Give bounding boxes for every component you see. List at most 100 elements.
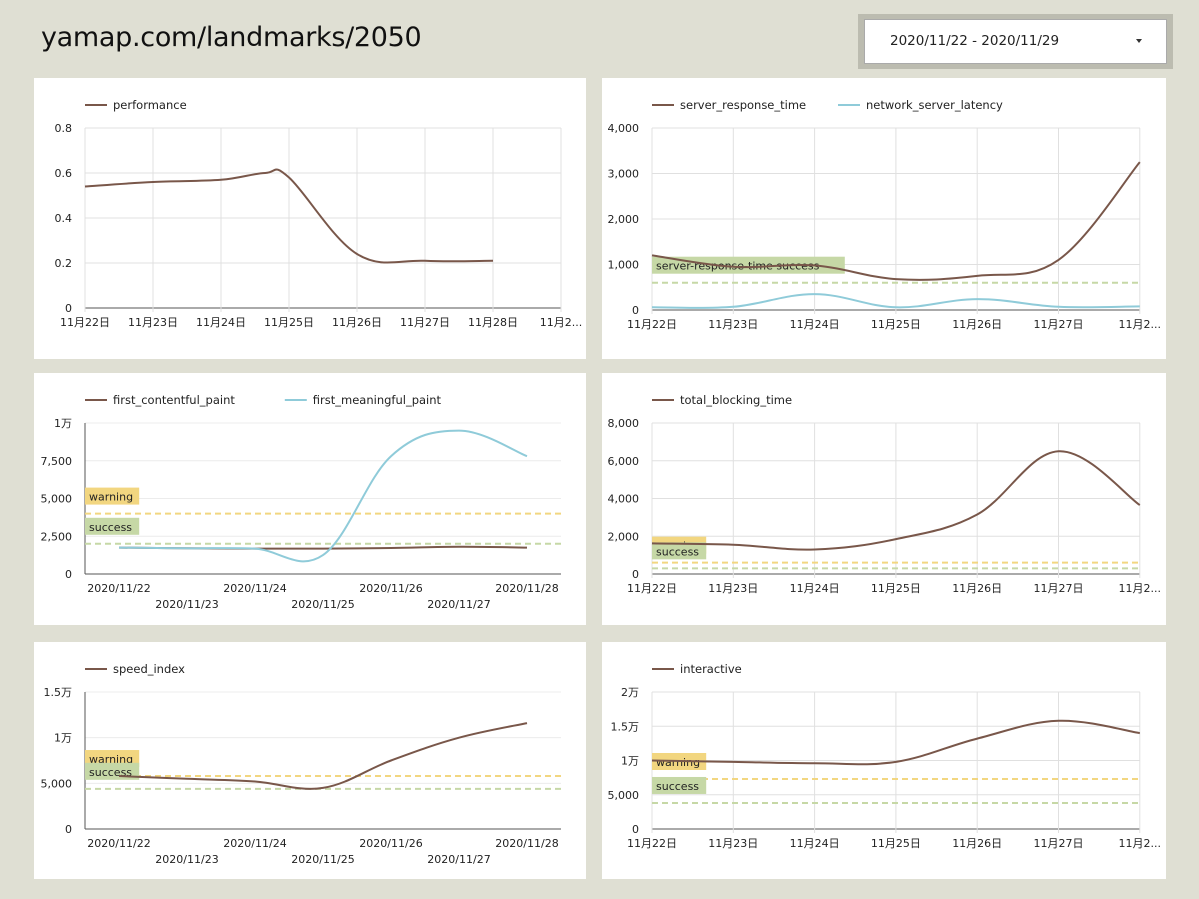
legend-label: performance bbox=[113, 98, 187, 112]
date-range-control: 2020/11/22 - 2020/11/29 bbox=[858, 14, 1173, 69]
threshold-badge bbox=[652, 776, 707, 794]
x-tick-label: 11月27日 bbox=[400, 316, 450, 329]
series-line-server_response_time bbox=[651, 161, 1141, 281]
chart-svg-paint: first_contentful_paint first_meaningful_p… bbox=[41, 393, 561, 611]
chart-svg-interactive: interactive 0 5,000 1万 1.5万 2万 11月22日 11月23日 11月… bbox=[608, 662, 1162, 850]
series-line-speed_index bbox=[118, 722, 528, 790]
threshold-label: warning bbox=[89, 753, 133, 766]
y-tick-label: 0 bbox=[65, 823, 72, 836]
x-tick-label: 2020/11/22 bbox=[87, 837, 150, 850]
performance-chart-panel: performance 0 0.2 0.4 0.6 0.8 11月22日 11月23日 11月2… bbox=[34, 78, 586, 359]
y-tick-label: 0 bbox=[632, 823, 639, 836]
threshold-label: success bbox=[656, 780, 699, 793]
x-tick-label: 11月25日 bbox=[264, 316, 314, 329]
x-tick-label: 2020/11/22 bbox=[87, 582, 150, 595]
y-tick-label: 5,000 bbox=[41, 493, 73, 506]
x-tick-label: 2020/11/26 bbox=[359, 582, 422, 595]
y-tick-label: 1万 bbox=[54, 417, 72, 430]
x-tick-label: 11月27日 bbox=[1034, 837, 1084, 850]
x-tick-label: 11月22日 bbox=[627, 837, 677, 850]
threshold-badge bbox=[85, 517, 140, 535]
x-tick-label: 2020/11/27 bbox=[427, 598, 490, 611]
dropdown-caret-icon[interactable] bbox=[1136, 39, 1142, 43]
y-tick-label: 0.8 bbox=[55, 122, 73, 135]
x-tick-label: 2020/11/23 bbox=[155, 853, 218, 866]
x-tick-label: 11月22日 bbox=[627, 318, 677, 331]
y-tick-label: 0.4 bbox=[55, 212, 73, 225]
y-tick-label: 5,000 bbox=[41, 777, 73, 790]
x-tick-label: 11月23日 bbox=[128, 316, 178, 329]
x-tick-label: 2020/11/25 bbox=[291, 598, 354, 611]
x-tick-label: 2020/11/28 bbox=[495, 582, 558, 595]
x-tick-label: 11月27日 bbox=[1034, 582, 1084, 595]
legend-label: speed_index bbox=[113, 662, 185, 676]
chart-svg-performance: performance 0 0.2 0.4 0.6 0.8 11月22日 11月23日 11月2… bbox=[55, 98, 583, 329]
x-tick-label: 11月23日 bbox=[708, 582, 758, 595]
series-line-interactive bbox=[651, 719, 1140, 766]
y-tick-label: 1万 bbox=[621, 755, 639, 768]
y-tick-label: 2,500 bbox=[41, 530, 73, 543]
x-tick-label: 11月2... bbox=[1119, 837, 1162, 850]
y-tick-label: 2,000 bbox=[608, 530, 640, 543]
x-tick-label: 11月26日 bbox=[952, 582, 1002, 595]
threshold-badge bbox=[85, 487, 140, 505]
x-tick-label: 11月24日 bbox=[790, 837, 840, 850]
y-tick-label: 2万 bbox=[621, 686, 639, 699]
y-tick-label: 7,500 bbox=[41, 455, 73, 468]
y-tick-label: 0 bbox=[65, 568, 72, 581]
x-tick-label: 11月25日 bbox=[871, 582, 921, 595]
x-tick-label: 11月24日 bbox=[196, 316, 246, 329]
total-blocking-time-chart-panel: total_blocking_time 0 2,000 4,000 6,000 8,000… bbox=[602, 373, 1166, 625]
x-tick-label: 11月25日 bbox=[871, 837, 921, 850]
x-tick-label: 2020/11/27 bbox=[427, 853, 490, 866]
chart-svg-server: server_response_time network_server_laten… bbox=[608, 98, 1162, 331]
x-tick-label: 11月24日 bbox=[790, 318, 840, 331]
y-tick-label: 0.6 bbox=[55, 167, 73, 180]
y-tick-label: 2,000 bbox=[608, 213, 640, 226]
y-tick-label: 0 bbox=[632, 568, 639, 581]
threshold-label: warning bbox=[89, 491, 133, 504]
series-line-network_server_latency bbox=[651, 293, 1140, 309]
x-tick-label: 11月26日 bbox=[952, 837, 1002, 850]
x-tick-label: 2020/11/26 bbox=[359, 837, 422, 850]
threshold-badge bbox=[85, 750, 140, 768]
y-tick-label: 1万 bbox=[54, 732, 72, 745]
y-tick-label: 4,000 bbox=[608, 122, 640, 135]
x-tick-label: 11月24日 bbox=[790, 582, 840, 595]
threshold-label: success bbox=[656, 545, 699, 558]
paint-chart-panel: first_contentful_paint first_meaningful_p… bbox=[34, 373, 586, 625]
chart-svg-speed: speed_index 0 5,000 1万 1.5万 2020/11/22 2020/11… bbox=[41, 662, 561, 866]
x-tick-label: 11月26日 bbox=[952, 318, 1002, 331]
x-tick-label: 11月22日 bbox=[627, 582, 677, 595]
y-tick-label: 0.2 bbox=[55, 257, 73, 270]
threshold-badge bbox=[652, 256, 845, 274]
y-tick-label: 1.5万 bbox=[611, 720, 640, 733]
x-tick-label: 2020/11/25 bbox=[291, 853, 354, 866]
y-tick-label: 6,000 bbox=[608, 455, 640, 468]
y-tick-label: 8,000 bbox=[608, 417, 640, 430]
x-tick-label: 11月23日 bbox=[708, 837, 758, 850]
legend-label: first_meaningful_paint bbox=[313, 393, 442, 407]
threshold-label: warning bbox=[656, 756, 700, 769]
y-tick-label: 3,000 bbox=[608, 168, 640, 181]
x-tick-label: 11月2... bbox=[540, 316, 583, 329]
y-tick-label: 5,000 bbox=[608, 789, 640, 802]
x-tick-label: 11月23日 bbox=[708, 318, 758, 331]
y-tick-label: 0 bbox=[632, 304, 639, 317]
y-tick-label: 1.5万 bbox=[44, 686, 73, 699]
x-tick-label: 2020/11/23 bbox=[155, 598, 218, 611]
series-line-total_blocking_time bbox=[651, 450, 1141, 551]
date-range-picker[interactable]: 2020/11/22 - 2020/11/29 bbox=[864, 19, 1167, 64]
x-tick-label: 11月2... bbox=[1119, 582, 1162, 595]
series-line-first_meaningful_paint bbox=[118, 429, 528, 563]
x-tick-label: 11月25日 bbox=[871, 318, 921, 331]
chart-svg-tbt: total_blocking_time 0 2,000 4,000 6,000 8,000… bbox=[608, 393, 1162, 595]
x-tick-label: 11月26日 bbox=[332, 316, 382, 329]
x-tick-label: 2020/11/24 bbox=[223, 582, 286, 595]
server-response-chart-panel: server_response_time network_server_laten… bbox=[602, 78, 1166, 359]
x-tick-label: 11月2... bbox=[1119, 318, 1162, 331]
y-tick-label: 1,000 bbox=[608, 259, 640, 272]
y-tick-label: 4,000 bbox=[608, 493, 640, 506]
legend-label: interactive bbox=[680, 662, 742, 676]
legend-label: total_blocking_time bbox=[680, 393, 792, 407]
